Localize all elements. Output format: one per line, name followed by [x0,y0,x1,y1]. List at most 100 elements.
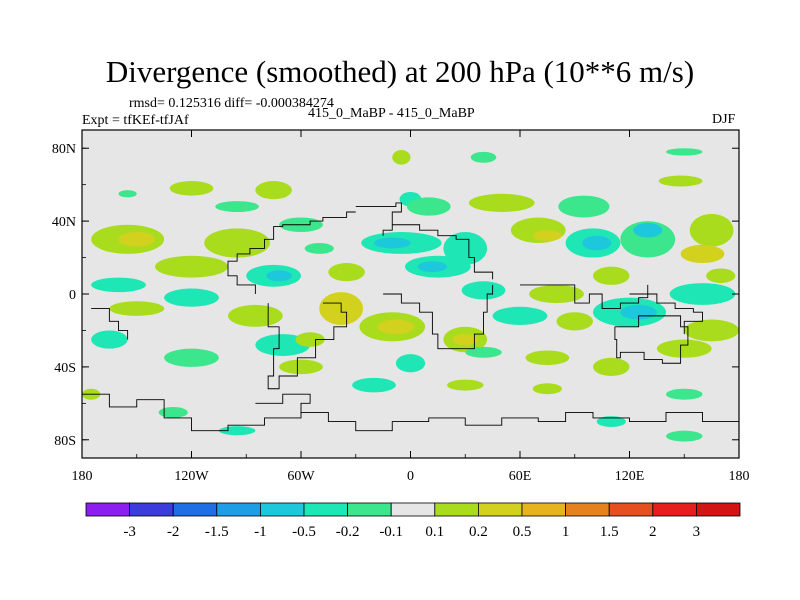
colorbar-label: 3 [693,524,701,540]
colorbar-swatch [652,502,697,517]
field-patch-57 [465,346,502,358]
case-label: 415_0_MaBP - 415_0_MaBP [308,106,475,121]
x-tick-label: 60W [287,469,315,484]
chart-title: Divergence (smoothed) at 200 hPa (10**6 … [105,54,695,89]
field-patch-60 [656,339,712,358]
colorbar-swatch [303,502,348,517]
colorbar-label: -3 [123,524,136,540]
field-patch-53 [91,330,128,349]
greenland-coast [355,202,402,236]
axes: 180 120W 60W 0 60E 120E 180 80N 40N 0 40S 80S [52,130,750,484]
colorbar-swatch [259,502,305,517]
field-patch-27 [633,222,663,238]
field-patch-18 [204,228,270,258]
field-patch-21 [374,237,411,249]
field-patch-7 [658,175,703,187]
field-patch-59 [593,357,630,376]
south-america-coast [267,302,348,390]
field-patch-56 [395,354,426,373]
field-patch-40 [109,301,165,316]
field-patch-39 [706,268,736,284]
colorbar-label: 1 [562,524,570,540]
field-patch-36 [529,284,584,304]
north-america-coast [227,211,356,294]
experiment-label: Expt = tfKEf-tfJAf [82,113,189,128]
antarctic-peninsula-coast [255,393,311,415]
colorbar-label: -0.1 [379,524,403,540]
y-tick-label: 80S [54,434,76,449]
field-patch-63 [352,377,396,393]
field-patch-26 [582,235,612,251]
field-patch-38 [669,283,736,305]
field-patch-32 [328,263,365,282]
australia-coast [614,315,689,364]
colorbar-swatch [565,502,610,517]
field-patch-29 [155,255,228,278]
x-tick-label: 120W [174,469,209,484]
pacific-islands-coast [91,308,129,340]
field-patch-58 [525,350,570,366]
y-tick-label: 0 [69,288,76,303]
field-patch-11 [468,193,535,212]
colorbar-swatch [347,502,392,517]
colorbar-swatch [521,502,566,517]
colorbar-label: -0.5 [292,524,316,540]
field-patch-55 [295,332,325,347]
colorbar-swatch [608,502,654,517]
field-patch-3 [215,201,260,213]
field-patch-31 [266,270,292,282]
field-patch-64 [447,379,484,391]
field-patch-65 [532,383,562,395]
field-patch-15 [680,244,725,264]
europe-coast [392,224,494,280]
colorbar-swatch [434,502,479,517]
colorbar-label: -1 [254,524,267,540]
field-patch-14 [689,213,734,247]
field-patch-52 [684,319,739,342]
field-patch-34 [417,261,447,273]
africa-coast [383,284,494,350]
field-patch-45 [377,319,415,335]
field-patch-48 [492,306,548,325]
x-tick-label: 60E [509,469,532,484]
field-patch-37 [593,266,630,285]
colorbar-swatch [172,502,218,517]
colorbar-swatch [477,502,523,517]
coastlines [82,202,739,432]
field-patch-61 [164,348,219,367]
x-tick-label: 180 [729,469,750,484]
field-patch-4 [392,150,411,165]
y-tick-label: 40S [54,361,76,376]
field-patch-62 [279,359,323,375]
field-patch-22 [443,232,488,265]
colorbar-label: 2 [649,524,657,540]
x-tick-label: 180 [72,469,93,484]
indonesia-coast [629,293,703,335]
field-patch-6 [666,148,703,156]
colorbar-label: -0.2 [336,524,360,540]
field-patch-66 [666,388,703,400]
season-label: DJF [712,112,736,127]
colorbar-swatch [390,502,436,517]
field-patch-24 [532,230,562,242]
colorbar-label: 1.5 [600,524,619,540]
field-patch-2 [255,181,292,200]
y-tick-label: 80N [52,142,76,157]
colorbar-swatch [129,502,174,517]
divergence-field [82,148,739,442]
stats-label: rmsd= 0.125316 diff= -0.000384274 [129,96,334,111]
field-patch-1 [118,190,137,198]
field-patch-19 [304,242,334,254]
field-patch-28 [91,277,146,293]
colorbar-label: 0.5 [513,524,532,540]
field-patch-10 [406,197,451,216]
field-patch-5 [470,151,497,163]
x-tick-label: 120E [615,469,645,484]
field-patch-41 [164,288,219,307]
field-patch-71 [666,430,703,442]
colorbar-label: 0.2 [469,524,488,540]
y-tick-label: 40N [52,215,76,230]
field-patch-42 [228,304,283,327]
